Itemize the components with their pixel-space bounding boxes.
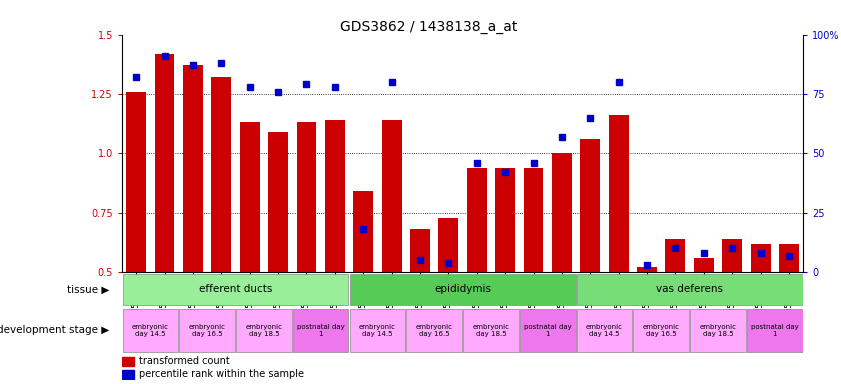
Bar xyxy=(297,122,316,272)
Text: postnatal day
1: postnatal day 1 xyxy=(751,324,799,337)
Text: embryonic
day 14.5: embryonic day 14.5 xyxy=(586,324,623,337)
Bar xyxy=(690,309,746,352)
Bar xyxy=(382,120,401,272)
Bar xyxy=(122,357,135,366)
Text: development stage ▶: development stage ▶ xyxy=(0,326,109,336)
Bar xyxy=(325,120,345,272)
Text: embryonic
day 18.5: embryonic day 18.5 xyxy=(700,324,737,337)
Text: postnatal day
1: postnatal day 1 xyxy=(297,324,345,337)
Bar xyxy=(633,309,689,352)
Bar xyxy=(240,122,260,272)
Text: embryonic
day 16.5: embryonic day 16.5 xyxy=(643,324,680,337)
Bar xyxy=(463,309,519,352)
Bar xyxy=(577,274,802,305)
Text: embryonic
day 18.5: embryonic day 18.5 xyxy=(246,324,283,337)
Text: embryonic
day 16.5: embryonic day 16.5 xyxy=(188,324,225,337)
Bar xyxy=(236,309,292,352)
Bar xyxy=(665,239,685,272)
Text: embryonic
day 14.5: embryonic day 14.5 xyxy=(359,324,396,337)
Bar xyxy=(155,53,174,272)
Bar xyxy=(122,370,135,379)
Bar xyxy=(179,309,235,352)
Bar xyxy=(495,168,515,272)
Bar xyxy=(268,132,288,272)
Text: efferent ducts: efferent ducts xyxy=(198,285,272,295)
Text: embryonic
day 16.5: embryonic day 16.5 xyxy=(415,324,452,337)
Bar xyxy=(520,309,575,352)
Bar xyxy=(577,309,632,352)
Bar xyxy=(637,267,657,272)
Bar xyxy=(211,77,231,272)
Bar xyxy=(123,309,178,352)
Bar xyxy=(694,258,714,272)
Bar xyxy=(353,191,373,272)
Bar xyxy=(350,274,575,305)
Text: postnatal day
1: postnatal day 1 xyxy=(524,324,572,337)
Bar xyxy=(580,139,600,272)
Bar xyxy=(126,92,146,272)
Bar xyxy=(779,244,799,272)
Text: epididymis: epididymis xyxy=(434,285,491,295)
Text: embryonic
day 14.5: embryonic day 14.5 xyxy=(132,324,169,337)
Bar xyxy=(524,168,543,272)
Text: percentile rank within the sample: percentile rank within the sample xyxy=(139,369,304,379)
Bar xyxy=(406,309,462,352)
Title: GDS3862 / 1438138_a_at: GDS3862 / 1438138_a_at xyxy=(340,20,517,33)
Bar xyxy=(183,65,203,272)
Bar xyxy=(293,309,348,352)
Text: embryonic
day 18.5: embryonic day 18.5 xyxy=(473,324,510,337)
Bar xyxy=(410,229,430,272)
Bar xyxy=(350,309,405,352)
Text: vas deferens: vas deferens xyxy=(656,285,723,295)
Bar xyxy=(722,239,742,272)
Bar xyxy=(467,168,487,272)
Bar xyxy=(123,274,348,305)
Text: tissue ▶: tissue ▶ xyxy=(67,285,109,295)
Bar xyxy=(747,309,802,352)
Text: transformed count: transformed count xyxy=(139,356,230,366)
Bar xyxy=(751,244,770,272)
Bar xyxy=(552,153,572,272)
Bar xyxy=(438,217,458,272)
Bar xyxy=(609,115,628,272)
